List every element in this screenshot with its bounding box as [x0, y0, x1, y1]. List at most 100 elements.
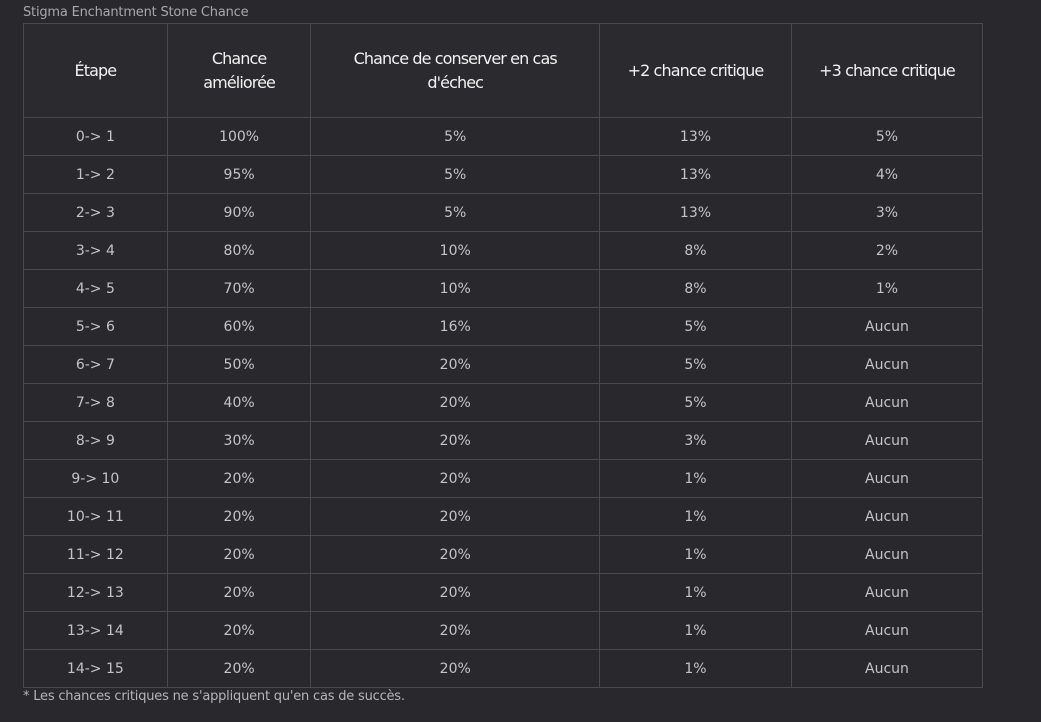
plus2-critical-cell: 1% — [598, 573, 792, 612]
plus3-critical-cell: Aucun — [790, 307, 984, 346]
stage-cell: 0-> 1 — [23, 117, 168, 156]
keep-chance-cell: 20% — [310, 383, 600, 422]
table-row: 1-> 2 95% 5% 13% 4% — [23, 155, 984, 194]
improved-chance-cell: 30% — [166, 421, 312, 460]
keep-chance-cell: 10% — [310, 231, 600, 270]
plus2-critical-cell: 1% — [598, 535, 792, 574]
stage-cell: 8-> 9 — [23, 421, 168, 460]
improved-chance-cell: 50% — [166, 345, 312, 384]
table-row: 0-> 1 100% 5% 13% 5% — [23, 117, 984, 156]
keep-chance-cell: 20% — [310, 421, 600, 460]
improved-chance-cell: 20% — [166, 649, 312, 688]
plus2-critical-cell: 1% — [598, 649, 792, 688]
plus3-critical-cell: Aucun — [790, 611, 984, 650]
stage-cell: 13-> 14 — [23, 611, 168, 650]
header-keep-on-failure-chance: Chance de conserver en cas d'échec — [310, 23, 600, 118]
plus2-critical-cell: 1% — [598, 611, 792, 650]
keep-chance-cell: 10% — [310, 269, 600, 308]
table-row: 5-> 6 60% 16% 5% Aucun — [23, 307, 984, 346]
stage-cell: 10-> 11 — [23, 497, 168, 536]
improved-chance-cell: 40% — [166, 383, 312, 422]
keep-chance-cell: 20% — [310, 611, 600, 650]
plus2-critical-cell: 3% — [598, 421, 792, 460]
plus2-critical-cell: 5% — [598, 345, 792, 384]
table-row: 12-> 13 20% 20% 1% Aucun — [23, 573, 984, 612]
keep-chance-cell: 16% — [310, 307, 600, 346]
stage-cell: 7-> 8 — [23, 383, 168, 422]
keep-chance-cell: 20% — [310, 649, 600, 688]
header-line: +2 chance critique — [627, 60, 765, 80]
table-row: 14-> 15 20% 20% 1% Aucun — [23, 649, 984, 688]
plus3-critical-cell: Aucun — [790, 535, 984, 574]
table-caption: Stigma Enchantment Stone Chance — [23, 5, 249, 20]
table-row: 13-> 14 20% 20% 1% Aucun — [23, 611, 984, 650]
table-row: 11-> 12 20% 20% 1% Aucun — [23, 535, 984, 574]
table-row: 10-> 11 20% 20% 1% Aucun — [23, 497, 984, 536]
improved-chance-cell: 20% — [166, 573, 312, 612]
stage-cell: 12-> 13 — [23, 573, 168, 612]
plus3-critical-cell: 3% — [790, 193, 984, 232]
keep-chance-cell: 20% — [310, 459, 600, 498]
plus3-critical-cell: Aucun — [790, 649, 984, 688]
plus3-critical-cell: 1% — [790, 269, 984, 308]
table-row: 2-> 3 90% 5% 13% 3% — [23, 193, 984, 232]
improved-chance-cell: 100% — [166, 117, 312, 156]
plus2-critical-cell: 5% — [598, 383, 792, 422]
stage-cell: 5-> 6 — [23, 307, 168, 346]
header-stage: Étape — [23, 23, 168, 118]
keep-chance-cell: 5% — [310, 193, 600, 232]
improved-chance-cell: 20% — [166, 535, 312, 574]
plus3-critical-cell: Aucun — [790, 383, 984, 422]
footnote: * Les chances critiques ne s'appliquent … — [23, 689, 405, 704]
header-line: Étape — [74, 60, 118, 80]
header-line: +3 chance critique — [819, 60, 956, 80]
enchantment-chance-table: Étape Chance améliorée Chance de conserver … — [23, 23, 984, 688]
keep-chance-cell: 20% — [310, 535, 600, 574]
table-header: Étape Chance améliorée Chance de conserver … — [23, 23, 984, 118]
plus3-critical-cell: Aucun — [790, 573, 984, 612]
stage-cell: 4-> 5 — [23, 269, 168, 308]
stage-cell: 1-> 2 — [23, 155, 168, 194]
stage-cell: 11-> 12 — [23, 535, 168, 574]
plus2-critical-cell: 5% — [598, 307, 792, 346]
keep-chance-cell: 20% — [310, 497, 600, 536]
improved-chance-cell: 90% — [166, 193, 312, 232]
plus2-critical-cell: 13% — [598, 155, 792, 194]
header-improved-chance: Chance améliorée — [166, 23, 312, 118]
plus3-critical-cell: Aucun — [790, 497, 984, 536]
plus2-critical-cell: 13% — [598, 193, 792, 232]
plus3-critical-cell: Aucun — [790, 421, 984, 460]
table-row: 7-> 8 40% 20% 5% Aucun — [23, 383, 984, 422]
table-row: 4-> 5 70% 10% 8% 1% — [23, 269, 984, 308]
plus3-critical-cell: Aucun — [790, 345, 984, 384]
table-body: 0-> 1 100% 5% 13% 5% 1-> 2 95% 5% 13% 4% 2-> 3 90% 5… — [23, 117, 984, 688]
plus2-critical-cell: 8% — [598, 231, 792, 270]
keep-chance-cell: 20% — [310, 573, 600, 612]
improved-chance-cell: 70% — [166, 269, 312, 308]
stage-cell: 2-> 3 — [23, 193, 168, 232]
improved-chance-cell: 95% — [166, 155, 312, 194]
stage-cell: 6-> 7 — [23, 345, 168, 384]
plus2-critical-cell: 13% — [598, 117, 792, 156]
plus3-critical-cell: 4% — [790, 155, 984, 194]
header-line: améliorée — [203, 72, 276, 92]
improved-chance-cell: 80% — [166, 231, 312, 270]
plus2-critical-cell: 8% — [598, 269, 792, 308]
header-line: Chance — [211, 48, 267, 68]
plus2-critical-cell: 1% — [598, 497, 792, 536]
header-row: Étape Chance améliorée Chance de conserver … — [23, 23, 984, 118]
table-row: 9-> 10 20% 20% 1% Aucun — [23, 459, 984, 498]
improved-chance-cell: 20% — [166, 611, 312, 650]
stage-cell: 14-> 15 — [23, 649, 168, 688]
plus2-critical-cell: 1% — [598, 459, 792, 498]
keep-chance-cell: 5% — [310, 117, 600, 156]
plus3-critical-cell: 2% — [790, 231, 984, 270]
header-line: Chance de conserver en cas — [353, 48, 558, 68]
table-row: 6-> 7 50% 20% 5% Aucun — [23, 345, 984, 384]
improved-chance-cell: 60% — [166, 307, 312, 346]
table-row: 8-> 9 30% 20% 3% Aucun — [23, 421, 984, 460]
keep-chance-cell: 5% — [310, 155, 600, 194]
improved-chance-cell: 20% — [166, 459, 312, 498]
keep-chance-cell: 20% — [310, 345, 600, 384]
plus3-critical-cell: Aucun — [790, 459, 984, 498]
